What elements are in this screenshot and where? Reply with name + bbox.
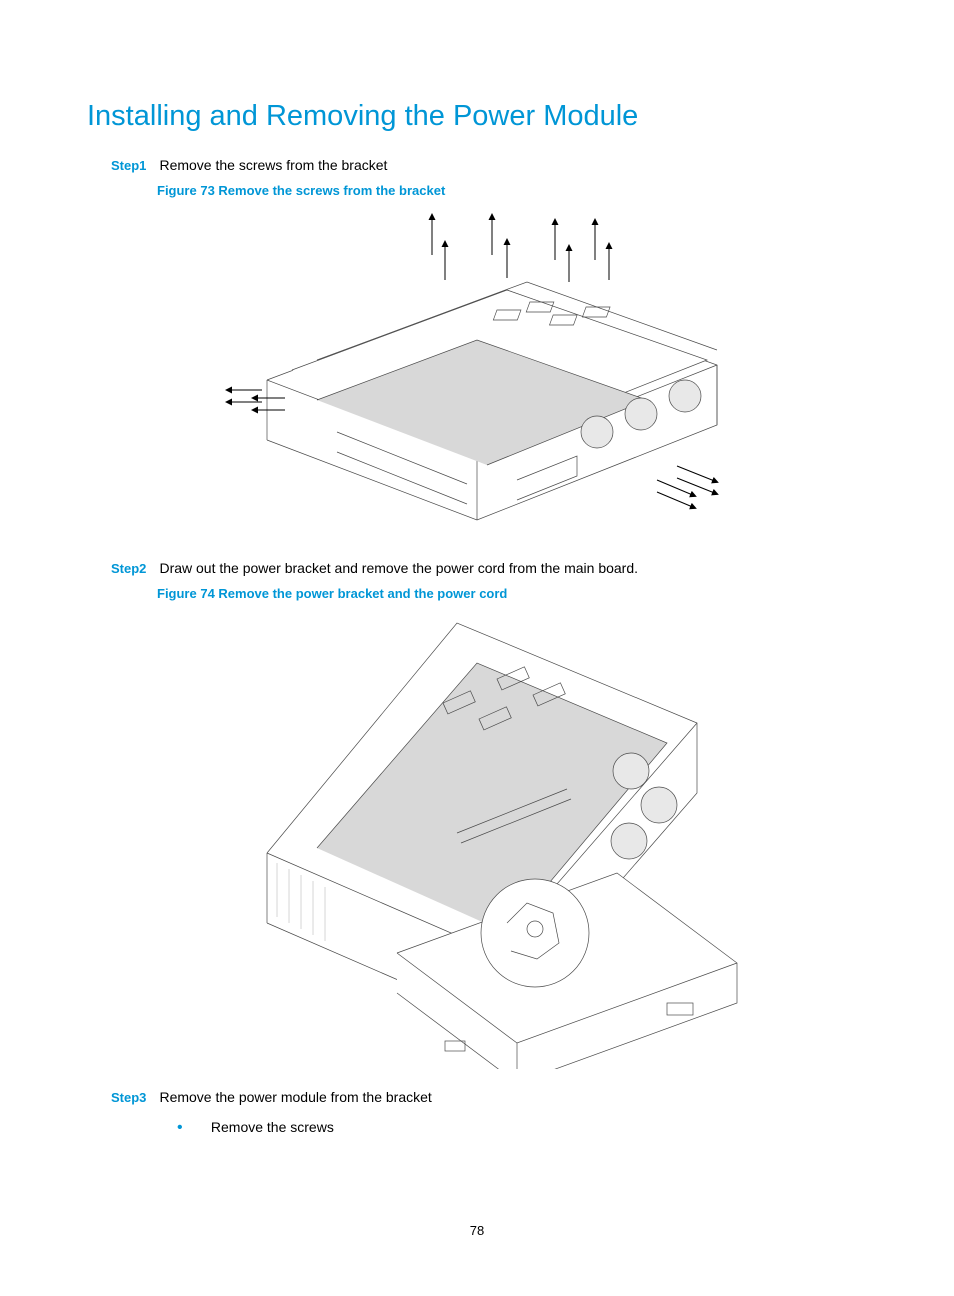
subitem-text: Remove the screws [211,1119,334,1135]
step-1-label: Step1 [111,158,155,173]
step-3: Step3 Remove the power module from the b… [111,1089,867,1107]
figure-73-caption: Figure 73 Remove the screws from the bra… [157,183,867,198]
step-3-label: Step3 [111,1090,155,1105]
step-2-label: Step2 [111,561,155,576]
page-number: 78 [0,1223,954,1238]
step-1-text: Remove the screws from the bracket [159,157,387,173]
step-3-text: Remove the power module from the bracket [159,1089,431,1105]
step-2-text: Draw out the power bracket and remove th… [159,560,638,576]
step-3-subitem: • Remove the screws [177,1119,867,1137]
figure-74-image [197,603,757,1069]
bullet-icon: • [177,1119,207,1137]
figure-73-image [217,200,737,540]
figure-74-caption: Figure 74 Remove the power bracket and t… [157,586,867,601]
step-1: Step1 Remove the screws from the bracket [111,157,867,175]
step-2: Step2 Draw out the power bracket and rem… [111,560,867,578]
page-title: Installing and Removing the Power Module [87,100,867,133]
